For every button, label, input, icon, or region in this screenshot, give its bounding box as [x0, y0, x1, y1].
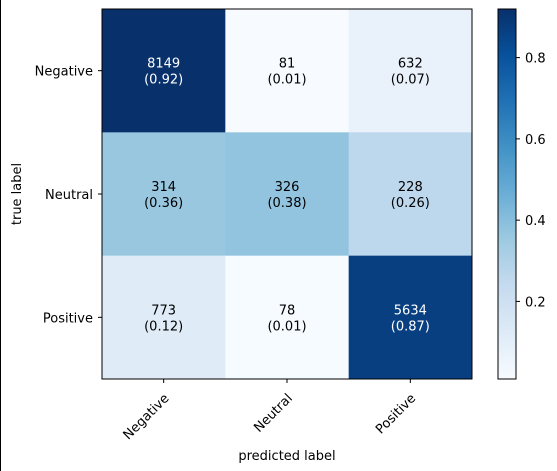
colorbar-frame [497, 8, 517, 380]
cell-ratio-label: (0.12) [144, 319, 183, 334]
cell-ratio-label: (0.01) [267, 319, 306, 334]
cell-count-label: 314 [151, 180, 176, 195]
cell-ratio-label: (0.87) [391, 319, 430, 334]
cell-count-label: 78 [279, 303, 296, 318]
cell-ratio-label: (0.26) [391, 196, 430, 211]
y-axis-ticks: Negative Neutral Positive [35, 65, 102, 326]
cell-count-label: 81 [279, 57, 296, 72]
cell-ratio-label: (0.38) [267, 196, 306, 211]
heatmap-cell [225, 132, 350, 257]
cell-ratio-label: (0.07) [391, 73, 430, 88]
cell-count-label: 773 [151, 303, 176, 318]
heatmap-cell [225, 255, 350, 380]
cell-count-label: 326 [275, 180, 300, 195]
cell-count-label: 8149 [147, 57, 180, 72]
colorbar-tick-label: 0.6 [525, 133, 546, 148]
y-tick-label: Negative [35, 65, 93, 80]
heatmap-cell [225, 9, 350, 133]
cell-ratio-label: (0.92) [144, 73, 183, 88]
heatmap-cell [348, 255, 473, 380]
x-tick-label: Neutral [251, 391, 296, 436]
y-tick-label: Neutral [45, 188, 93, 203]
colorbar-tick-label: 0.2 [525, 295, 546, 310]
y-tick-label: Positive [43, 311, 93, 326]
heatmap-cell [102, 132, 226, 257]
cell-count-label: 228 [398, 180, 423, 195]
colorbar-gradient [498, 9, 516, 379]
heatmap-cell [102, 9, 226, 133]
x-tick-label: Positive [373, 391, 419, 437]
colorbar-ticks: 0.2 0.4 0.6 0.8 [516, 52, 546, 310]
colorbar-tick-label: 0.8 [525, 52, 546, 67]
y-axis-label: true label [10, 163, 25, 225]
cell-ratio-label: (0.01) [267, 73, 306, 88]
heatmap-cell [102, 255, 226, 380]
heatmap-cell [348, 132, 473, 257]
cell-count-label: 5634 [394, 303, 427, 318]
heatmap-cells: 8149(0.92)81(0.01)632(0.07)314(0.36)326(… [102, 9, 473, 380]
x-tick-label: Negative [121, 391, 173, 443]
left-border-line [0, 0, 1, 471]
heatmap-cell [348, 9, 473, 133]
colorbar-tick-label: 0.4 [525, 214, 546, 229]
cell-ratio-label: (0.36) [144, 196, 183, 211]
x-axis-label: predicted label [238, 449, 335, 464]
cell-count-label: 632 [398, 57, 423, 72]
x-axis-ticks: Negative Neutral Positive [121, 379, 419, 443]
